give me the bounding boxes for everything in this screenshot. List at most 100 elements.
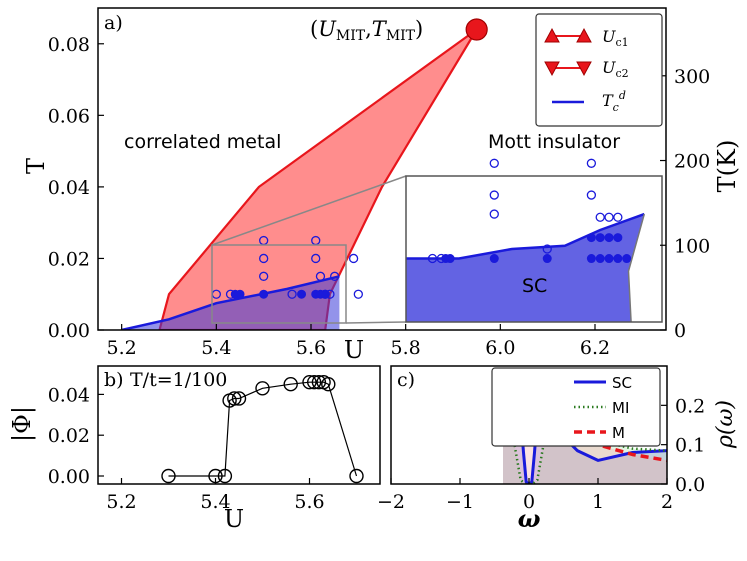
inset: SC [405,158,663,323]
legend-m-label: M [612,424,625,442]
inset-normal-point [489,190,499,200]
zoom-box [211,244,347,324]
panel-c-x-ticks: −2 −1 0 1 2 [377,478,673,513]
endpoint-t: T [372,17,388,41]
panel-a-y2-label: T(K) [713,140,741,193]
normal-state-point [353,289,363,299]
inset-sc-point [595,233,605,243]
sc-state-point [320,289,330,299]
order-parameter-line [168,381,358,477]
x-tick-label: −2 [377,491,405,513]
tc-line [121,275,340,330]
y-tick-label: 0.02 [48,248,90,270]
endpoint-paren-close: ) [415,17,423,41]
panel-a-y-label: T [22,158,50,174]
zoom-connector-top [211,175,407,246]
inset-sc-point [586,233,596,243]
y2-tick-label: 200 [674,151,710,173]
order-parameter-point [302,374,317,390]
x-tick-label: 5.6 [294,491,324,513]
panel-a-y-ticks: 0.00 0.02 0.04 0.06 0.08 [48,34,104,342]
legend-uc2-marker-right [576,61,592,77]
y-tick-label: 0.00 [48,320,90,342]
panel-b-y-label: |Φ| [8,406,37,442]
legend-sc-label: SC [612,374,632,392]
endpoint-paren-open: ( [310,17,318,41]
order-parameter-point [311,374,327,390]
panel-a-frame [97,7,667,331]
mott-insulator-label: Mott insulator [488,131,620,153]
legend-uc2-sub: c2 [615,67,628,80]
inset-normal-point [489,209,499,219]
x-tick-label: 6.2 [580,337,610,359]
inset-normal-point [427,253,438,264]
inset-sc-point [613,254,623,264]
inset-normal-point [604,212,614,222]
legend-tc-label: Tcd [602,89,626,114]
normal-state-point [315,271,326,281]
normal-state-point [311,253,321,264]
panel-b-label: b) [104,369,124,391]
inset-sc-point [445,254,455,264]
panel-c-y-ticks: 0.0 0.1 0.2 [661,395,705,496]
endpoint-label: (UMIT,TMIT) [310,17,423,44]
order-parameter-point [283,377,298,392]
sc-state-point [235,289,245,299]
inset-sc-label: SC [522,275,547,297]
x-tick-label: 1 [592,491,604,513]
order-parameter-point [321,377,336,392]
panel-b: 5.2 5.4 5.6 0.00 0.02 0.04 b) T/t=1/100 U |Φ… [8,365,381,533]
inset-sc-point [489,254,499,264]
normal-state-point [348,253,359,264]
sc-state-point [259,289,269,299]
panel-c-x-label: ω [518,504,541,533]
inset-normal-point [586,190,597,200]
legend-uc1-label: Uc1 [602,27,629,49]
x-tick-label: 5.2 [107,337,137,359]
inset-normal-point [613,212,623,222]
panel-a-x-label: U [344,336,364,364]
endpoint-u: U [318,17,337,41]
inset-sc-point [604,233,614,243]
inset-normal-point [586,158,597,168]
y2-tick-label: 100 [674,235,710,257]
legend-uc2-name: U [602,58,616,77]
inset-points [427,158,632,264]
legend-uc1-marker-right [576,27,592,43]
endpoint-marker [465,18,488,41]
legend-uc2-marker-left [544,61,560,77]
normal-state-point [259,271,269,281]
legend-uc1-marker-left [544,27,560,43]
y2-tick-label: 300 [674,66,710,88]
endpoint-comma: , [365,17,372,41]
inset-sc-region [406,214,645,322]
inset-sc-point [604,254,614,264]
order-parameter-point [307,374,322,390]
normal-state-point [287,289,297,299]
panel-a-x-ticks: 5.2 5.4 5.6 5.8 6.0 6.2 [107,324,610,359]
order-parameter-point [349,468,364,484]
legend-uc1-sub: c1 [615,36,628,49]
sc-state-point [297,289,307,299]
x-tick-label: 0 [523,491,535,513]
x-tick-label: 5.6 [296,337,326,359]
normal-state-point [330,271,340,281]
endpoint-t-sub: MIT [386,28,416,44]
correlated-metal-label: correlated metal [124,131,281,153]
x-tick-label: 6.0 [485,337,515,359]
panel-c-legend-frame [491,367,661,447]
inset-sc-point [595,254,605,264]
y2-tick-label: 0 [674,320,686,342]
y-tick-label: 0.00 [48,466,90,488]
inset-normal-point [595,212,605,222]
y-tick-label: 0.1 [675,435,705,457]
legend-mi-label: MI [612,399,629,417]
y-tick-label: 0.0 [675,474,705,496]
x-tick-label: −1 [446,491,474,513]
x-tick-label: 5.4 [201,337,231,359]
order-parameter-point [217,468,233,484]
order-parameter-points [161,374,364,484]
y-tick-label: 0.2 [675,395,705,417]
panel-a-legend: Uc1 Uc2 Tcd [535,13,663,127]
panel-c-label: c) [397,369,415,391]
